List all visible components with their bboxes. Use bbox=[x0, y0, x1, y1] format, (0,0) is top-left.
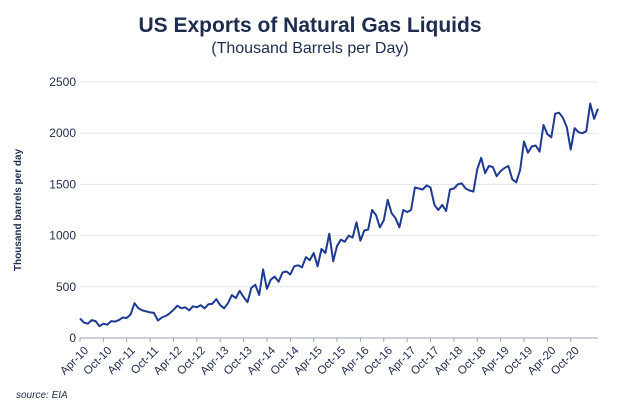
chart-title: US Exports of Natural Gas Liquids bbox=[138, 14, 482, 37]
y-tick-label: 1000 bbox=[49, 229, 76, 243]
y-axis-ticks: 0 500 1000 1500 2000 2500 bbox=[49, 75, 76, 345]
y-tick-label: 1500 bbox=[49, 177, 76, 191]
chart-subtitle: (Thousand Barrels per Day) bbox=[211, 40, 409, 57]
gridlines bbox=[80, 81, 598, 339]
y-tick-label: 2500 bbox=[49, 75, 76, 89]
y-axis-label: Thousand barrels per day bbox=[13, 148, 24, 271]
y-tick-label: 0 bbox=[69, 331, 76, 345]
source-note: source: EIA bbox=[16, 390, 68, 401]
x-axis-ticks: Apr-10Oct-10Apr-11Oct-11Apr-12Oct-12Apr-… bbox=[58, 338, 582, 378]
series-line bbox=[79, 102, 599, 328]
y-tick-label: 2000 bbox=[49, 126, 76, 140]
y-tick-label: 500 bbox=[56, 280, 76, 294]
